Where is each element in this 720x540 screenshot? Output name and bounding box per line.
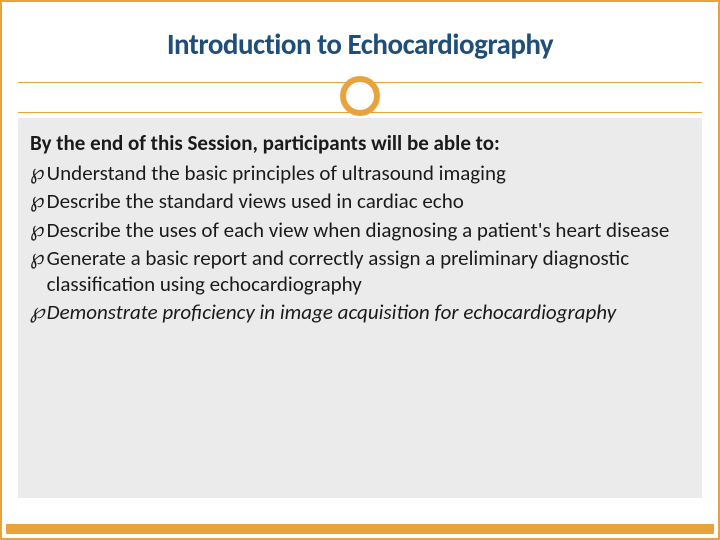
intro-text: By the end of this Session, participants… [26, 130, 694, 156]
slide-title: Introduction to Echocardiography [2, 2, 718, 74]
bullet-text: Generate a basic report and correctly as… [47, 245, 694, 298]
bullet-text: Understand the basic principles of ultra… [47, 160, 694, 186]
bullet-item: ℘Describe the uses of each view when dia… [26, 217, 694, 243]
bullet-text: Describe the standard views used in card… [47, 188, 694, 214]
scribble-bullet-icon: ℘ [30, 160, 45, 184]
bullet-list: ℘Understand the basic principles of ultr… [26, 160, 694, 326]
scribble-bullet-icon: ℘ [30, 299, 45, 323]
bullet-item: ℘Generate a basic report and correctly a… [26, 245, 694, 298]
scribble-bullet-icon: ℘ [30, 217, 45, 241]
bullet-item: ℘Demonstrate proficiency in image acquis… [26, 299, 694, 325]
scribble-bullet-icon: ℘ [30, 188, 45, 212]
bullet-item: ℘Understand the basic principles of ultr… [26, 160, 694, 186]
bottom-accent-bar [6, 524, 714, 534]
divider-band [2, 74, 718, 118]
content-area: By the end of this Session, participants… [18, 118, 702, 498]
bullet-item: ℘Describe the standard views used in car… [26, 188, 694, 214]
bullet-text: Describe the uses of each view when diag… [47, 217, 694, 243]
bullet-text: Demonstrate proficiency in image acquisi… [47, 299, 694, 325]
slide-frame: Introduction to Echocardiography By the … [0, 0, 720, 540]
scribble-bullet-icon: ℘ [30, 245, 45, 269]
circle-icon [340, 76, 380, 116]
